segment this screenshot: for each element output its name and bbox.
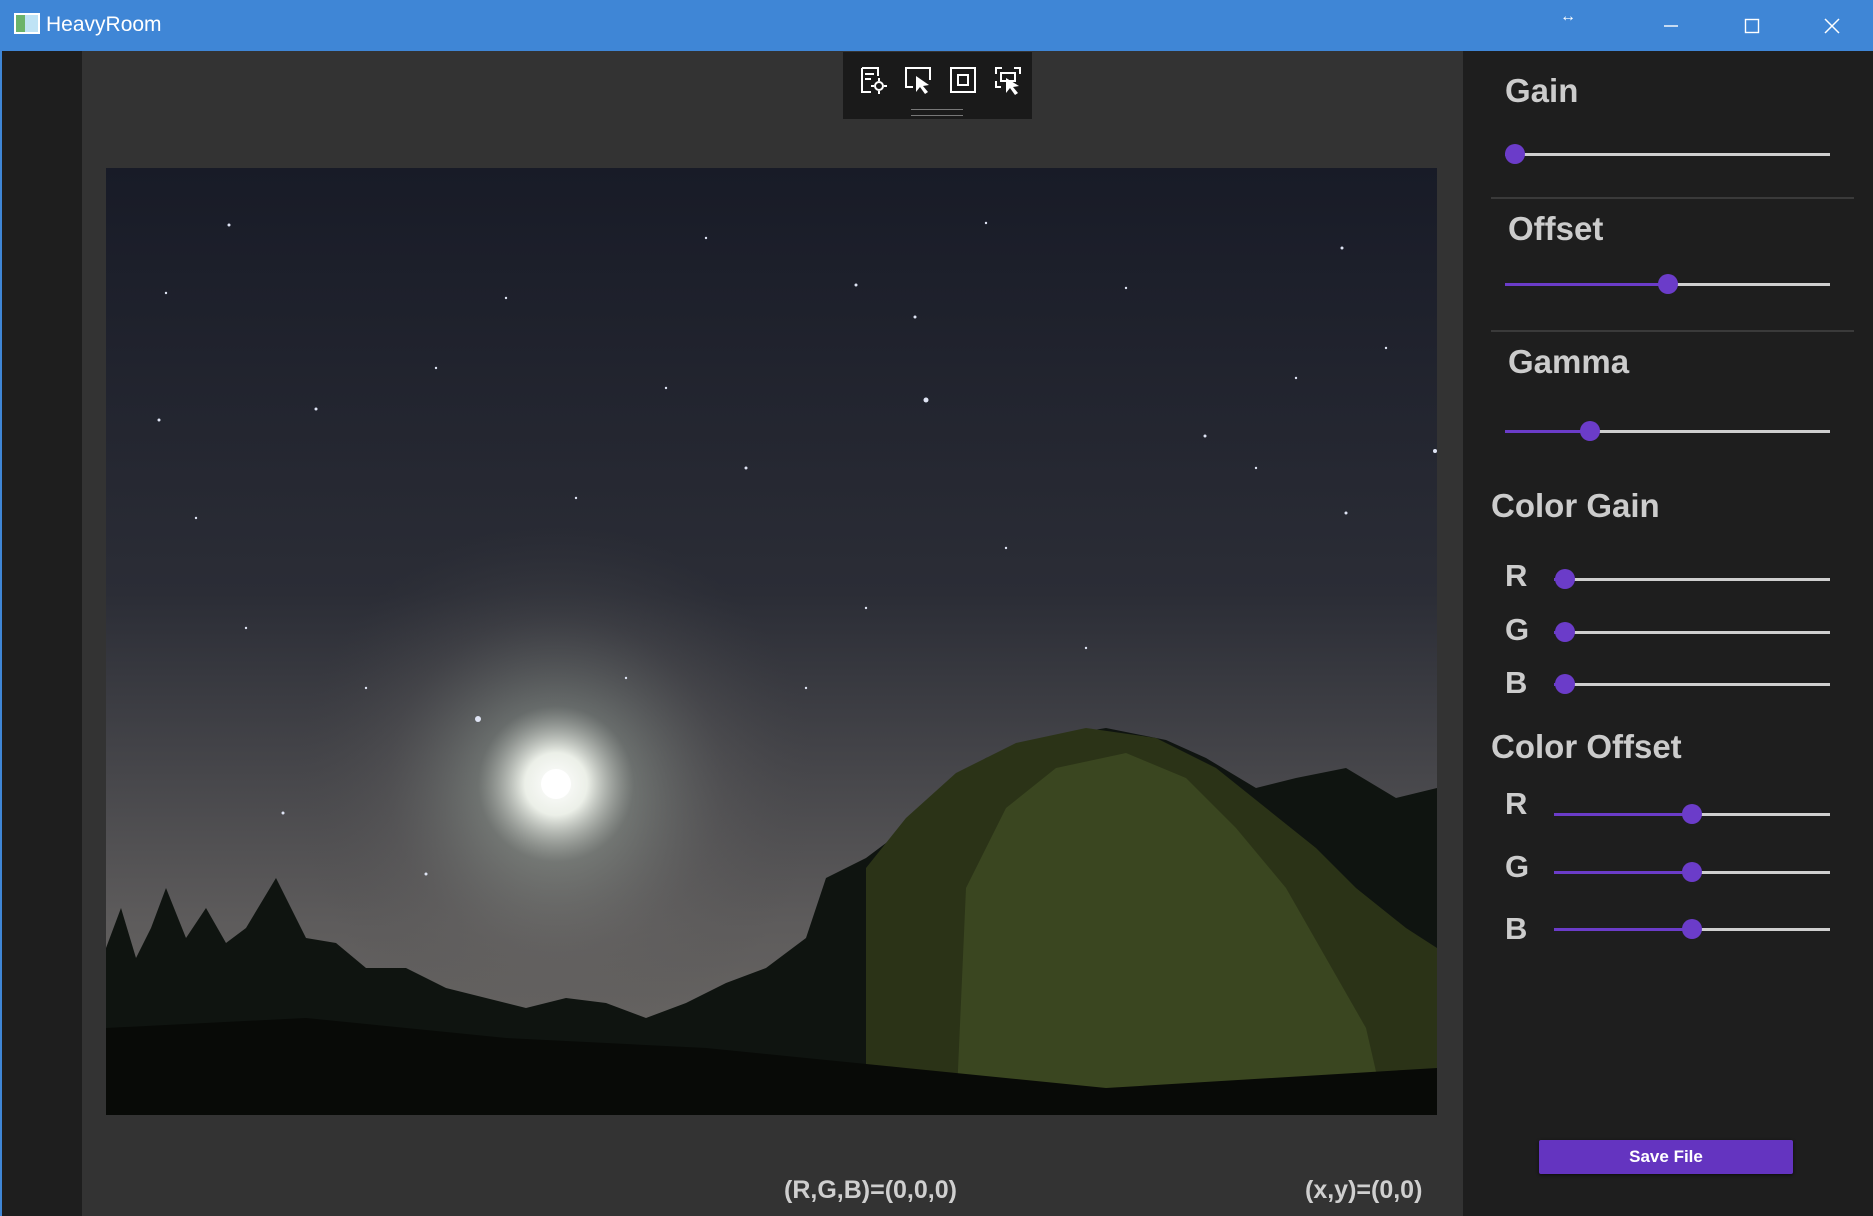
region-select-icon [995,67,1021,95]
night-sky-photo [106,168,1437,1115]
color-offset-g-slider[interactable] [1554,860,1830,884]
rgb-readout: (R,G,B)=(0,0,0) [784,1176,957,1204]
color-offset-b-label: B [1505,911,1528,946]
gamma-title: Gamma [1508,343,1630,380]
toolbar-fit-button[interactable] [945,62,981,98]
slider-thumb[interactable] [1555,569,1576,589]
gain-title: Gain [1505,72,1579,109]
slider-thumb[interactable] [1657,274,1678,294]
select-arrow-icon [905,67,931,94]
color-gain-title: Color Gain [1491,487,1660,524]
color-gain-g-label: G [1505,612,1530,647]
toolbar-region-button[interactable] [990,62,1026,98]
slider-thumb[interactable] [1555,622,1576,642]
color-gain-r-slider[interactable] [1554,567,1830,591]
left-sidebar [0,51,82,1216]
color-gain-b-slider[interactable] [1554,672,1830,696]
maximize-button[interactable] [1713,0,1791,51]
color-gain-g-slider[interactable] [1554,620,1830,644]
resize-hint-icon: ↔ [1560,8,1576,25]
settings-doc-icon [861,67,887,94]
gain-slider[interactable] [1504,142,1830,166]
offset-title: Offset [1508,210,1604,247]
color-offset-r-label: R [1505,786,1528,821]
fit-frame-icon [950,67,976,93]
image-viewport[interactable] [106,168,1437,1115]
xy-readout: (x,y)=(0,0) [1305,1176,1423,1204]
slider-thumb[interactable] [1579,421,1600,441]
save-file-button[interactable]: Save File [1539,1140,1793,1174]
close-icon [1824,17,1840,34]
offset-slider[interactable] [1505,272,1830,296]
color-gain-r-label: R [1505,558,1528,593]
color-offset-title: Color Offset [1491,728,1682,765]
color-offset-b-slider[interactable] [1554,917,1830,941]
minimize-icon [1664,24,1678,27]
app-icon [14,13,40,34]
color-offset-g-label: G [1505,849,1530,884]
color-gain-b-label: B [1505,665,1528,700]
slider-thumb[interactable] [1682,804,1702,824]
toolbar-drag-handle[interactable] [911,109,963,116]
slider-thumb[interactable] [1682,862,1702,882]
close-button[interactable] [1793,0,1871,51]
window-title: HeavyRoom [46,13,162,36]
gamma-slider[interactable] [1505,419,1830,443]
floating-toolbar [843,52,1032,119]
title-bar: HeavyRoom ↔ [0,0,1873,51]
slider-thumb[interactable] [1504,144,1525,164]
section-divider [1491,197,1854,199]
section-divider [1491,330,1854,332]
minimize-button[interactable] [1632,0,1710,51]
maximize-icon [1744,18,1760,33]
toolbar-select-button[interactable] [900,62,936,98]
toolbar-settings-button[interactable] [855,62,891,98]
slider-thumb[interactable] [1682,919,1702,939]
color-offset-r-slider[interactable] [1554,802,1830,826]
slider-thumb[interactable] [1555,674,1576,694]
